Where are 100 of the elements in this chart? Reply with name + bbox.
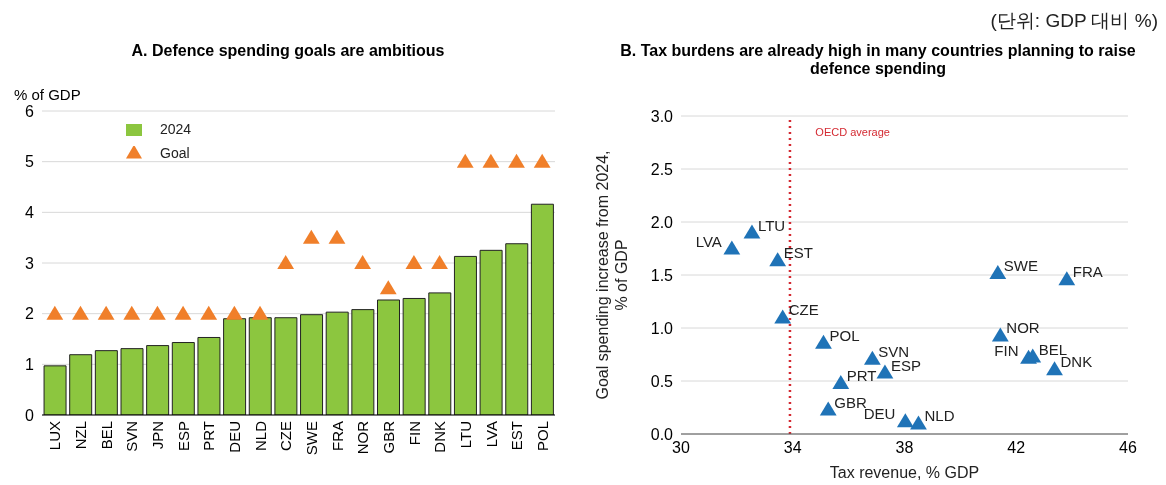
point bbox=[876, 364, 894, 379]
point bbox=[863, 350, 881, 365]
x-tick-label: POL bbox=[533, 421, 551, 452]
chart-title: B. Tax burdens are already high in many countries planning to raise defence spending bbox=[619, 42, 1137, 79]
x-tick-label: DEU bbox=[226, 421, 244, 453]
x-tick-label: 46 bbox=[1119, 439, 1137, 457]
point bbox=[910, 415, 927, 430]
point bbox=[328, 229, 346, 244]
series-label: FRA bbox=[1072, 263, 1103, 281]
series-label: CZE bbox=[788, 301, 819, 319]
x-tick-label: 34 bbox=[783, 439, 802, 457]
point bbox=[302, 229, 320, 244]
point bbox=[277, 255, 295, 269]
series-label: EST bbox=[783, 244, 813, 262]
y-tick-label: 1.0 bbox=[650, 319, 674, 337]
series-label: NOR bbox=[1006, 319, 1040, 337]
bar bbox=[351, 309, 375, 415]
y-tick-label: 1 bbox=[25, 356, 35, 374]
point bbox=[533, 153, 551, 168]
x-tick-label: LTU bbox=[456, 421, 474, 449]
point bbox=[354, 255, 372, 269]
point bbox=[1058, 271, 1076, 286]
bar bbox=[120, 348, 144, 415]
point bbox=[508, 153, 525, 168]
bar bbox=[377, 299, 400, 415]
point bbox=[46, 305, 64, 320]
point bbox=[379, 280, 397, 295]
x-tick-label: 38 bbox=[895, 439, 914, 457]
y-tick-label: 0.0 bbox=[650, 425, 674, 443]
point bbox=[72, 305, 89, 320]
y-tick-label: 0.5 bbox=[650, 372, 674, 390]
point bbox=[769, 252, 787, 267]
point bbox=[225, 305, 243, 320]
x-tick-label: SVN bbox=[123, 421, 141, 452]
chart-title: A. Defence spending goals are ambitious bbox=[130, 42, 446, 61]
y-tick-label: 2.5 bbox=[650, 160, 674, 178]
x-tick-label: LUX bbox=[46, 421, 64, 451]
y-axis-title: Goal spending increase from 2024, % of GDP bbox=[594, 150, 630, 400]
x-tick-label: FIN bbox=[405, 421, 423, 446]
point bbox=[743, 224, 761, 239]
bar bbox=[402, 297, 426, 415]
x-tick-label: NOR bbox=[354, 420, 372, 455]
bar bbox=[43, 365, 67, 415]
point bbox=[1046, 361, 1063, 376]
x-tick-label: JPN bbox=[149, 421, 167, 450]
point bbox=[991, 327, 1009, 342]
y-tick-label: 0 bbox=[25, 406, 35, 424]
bar bbox=[69, 354, 93, 415]
point bbox=[456, 153, 474, 168]
bar bbox=[248, 317, 272, 415]
x-tick-label: NLD bbox=[251, 420, 269, 452]
point bbox=[149, 305, 166, 320]
bar bbox=[94, 350, 118, 415]
series-label: POL bbox=[829, 326, 860, 344]
bar bbox=[530, 203, 554, 415]
x-tick-label: GBR bbox=[379, 420, 397, 454]
x-tick-label: SWE bbox=[302, 421, 320, 456]
bar bbox=[428, 292, 452, 415]
legend-label: 2024 bbox=[160, 121, 192, 137]
x-tick-label: DNK bbox=[431, 421, 449, 453]
series-label: FIN bbox=[994, 341, 1019, 359]
point bbox=[174, 305, 192, 320]
point bbox=[832, 375, 850, 390]
x-tick-label: NZL bbox=[72, 421, 90, 450]
y-axis-title: % of GDP bbox=[14, 86, 82, 103]
bar bbox=[453, 255, 477, 415]
y-tick-label: 3 bbox=[25, 254, 35, 272]
x-axis-title: Tax revenue, % GDP bbox=[829, 464, 980, 481]
bar bbox=[274, 317, 298, 415]
x-tick-label: CZE bbox=[277, 421, 295, 451]
series-label: SWE bbox=[1003, 256, 1038, 274]
bar bbox=[197, 336, 221, 415]
bar bbox=[300, 314, 324, 415]
point bbox=[200, 305, 218, 320]
series-label: NLD bbox=[924, 407, 955, 425]
point bbox=[123, 305, 141, 320]
y-tick-label: 2.0 bbox=[650, 213, 674, 231]
x-tick-label: BEL bbox=[97, 421, 115, 450]
point bbox=[815, 334, 832, 349]
y-tick-label: 1.5 bbox=[650, 266, 674, 284]
point bbox=[405, 255, 423, 269]
x-tick-label: EST bbox=[508, 421, 526, 451]
y-tick-label: 5 bbox=[25, 153, 35, 171]
bar bbox=[505, 243, 529, 415]
x-tick-label: 30 bbox=[672, 439, 690, 457]
y-tick-label: 6 bbox=[25, 102, 35, 120]
series-label: PRT bbox=[846, 367, 877, 385]
bar bbox=[325, 311, 349, 415]
point bbox=[251, 305, 269, 320]
bar bbox=[146, 345, 170, 415]
point bbox=[723, 240, 741, 255]
y-tick-label: 3.0 bbox=[650, 107, 674, 125]
point bbox=[431, 255, 448, 269]
point bbox=[819, 401, 837, 416]
point bbox=[97, 305, 115, 320]
y-tick-label: 4 bbox=[25, 204, 35, 222]
point bbox=[896, 413, 914, 428]
bar bbox=[171, 342, 195, 415]
series-label: BEL bbox=[1038, 340, 1068, 358]
bar bbox=[223, 318, 247, 415]
